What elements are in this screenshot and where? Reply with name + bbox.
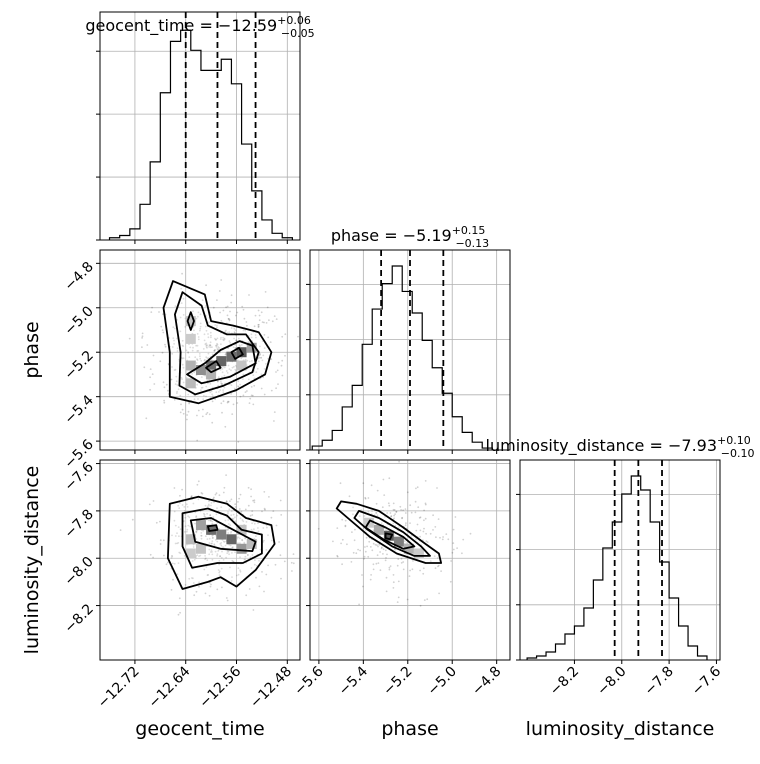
density-cell <box>393 536 404 547</box>
x-axis-label-phase: phase <box>381 718 438 740</box>
y-axis-label-luminosity_distance: luminosity_distance <box>21 466 43 655</box>
density-cell <box>185 378 196 389</box>
density-cell <box>195 520 206 531</box>
panel-phase-vs-geocent_time: −5.6−5.4−5.2−5.0−4.8 <box>61 249 301 472</box>
panel-phase-histogram <box>306 249 511 454</box>
x-axis-label-geocent_time: geocent_time <box>135 718 264 740</box>
density-cell <box>206 360 217 371</box>
contour-line <box>206 524 219 532</box>
x-axis-label-luminosity_distance: luminosity_distance <box>526 718 715 740</box>
density-cell <box>216 529 227 540</box>
contour-line <box>186 311 195 331</box>
contour-line <box>181 507 263 569</box>
title-phase: phase = −5.19+0.15 −0.13 <box>331 224 489 250</box>
histogram-step-phase <box>311 265 493 450</box>
density-cell <box>216 356 227 367</box>
contour-line <box>364 519 416 550</box>
density-cell <box>185 333 196 344</box>
density-cell <box>195 365 206 375</box>
title-geocent_time: geocent_time = −12.59+0.06 −0.05 <box>85 14 314 40</box>
density-cell <box>413 548 424 559</box>
density-cell <box>403 543 414 554</box>
contour-line <box>205 360 222 374</box>
density-cell <box>236 360 247 371</box>
contour-line <box>353 509 431 557</box>
title-luminosity_distance: luminosity_distance = −7.93+0.10 −0.10 <box>486 434 755 460</box>
contour-line <box>189 517 257 552</box>
contour-line <box>186 340 257 385</box>
density-cell <box>226 351 237 362</box>
density-cell <box>185 548 196 559</box>
panel-geocent_time-histogram <box>96 11 301 244</box>
density-cell <box>185 316 196 327</box>
density-cell <box>246 539 257 550</box>
density-cell <box>373 524 384 535</box>
density-cell <box>185 534 196 545</box>
contour-line <box>230 346 244 360</box>
contour-line <box>384 532 394 541</box>
density-cell <box>246 342 257 353</box>
histogram-step-luminosity_distance <box>526 475 708 660</box>
density-cell <box>206 369 217 380</box>
density-cell <box>185 360 196 371</box>
density-cell <box>226 534 237 545</box>
histogram-step-geocent_time <box>108 29 293 240</box>
density-cell <box>236 543 247 554</box>
density-cell <box>195 543 206 554</box>
y-axis-label-phase: phase <box>21 321 43 378</box>
density-cell <box>383 530 394 541</box>
contour-line <box>173 291 260 396</box>
contour-line <box>335 500 443 564</box>
